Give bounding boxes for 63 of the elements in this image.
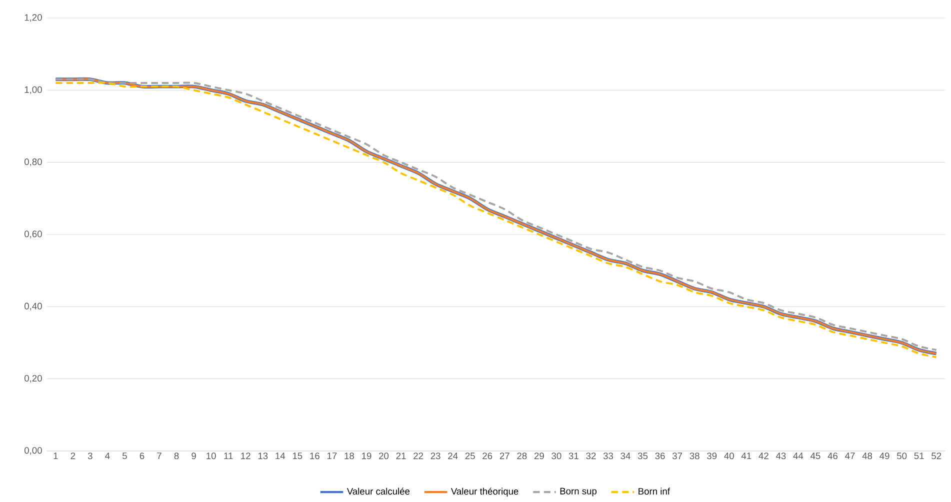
x-tick-label: 9	[192, 452, 196, 460]
x-tick-label: 10	[206, 452, 216, 460]
x-tick-label: 27	[500, 452, 510, 460]
x-tick-label: 51	[914, 452, 924, 460]
x-tick-label: 47	[845, 452, 855, 460]
x-tick-label: 4	[105, 452, 110, 460]
x-tick-label: 19	[362, 452, 372, 460]
x-tick-label: 6	[140, 452, 144, 460]
x-tick-label: 18	[344, 452, 354, 460]
legend-label: Born inf	[638, 488, 670, 495]
y-tick-label: 0,20	[24, 374, 42, 383]
x-tick-label: 52	[932, 452, 942, 460]
x-tick-label: 17	[327, 452, 337, 460]
x-tick-label: 41	[741, 452, 752, 460]
x-tick-label: 45	[810, 452, 820, 460]
x-tick-label: 39	[707, 452, 717, 460]
x-tick-label: 14	[276, 452, 286, 460]
x-tick-label: 29	[534, 452, 544, 460]
x-tick-label: 11	[224, 452, 233, 460]
y-tick-label: 0,60	[24, 230, 42, 238]
x-tick-label: 38	[690, 452, 700, 460]
x-tick-label: 40	[724, 452, 734, 460]
x-tick-label: 36	[655, 452, 665, 460]
legend-label: Born sup	[560, 488, 597, 496]
x-tick-label: 22	[414, 452, 424, 460]
x-tick-label: 3	[88, 452, 92, 460]
y-tick-label: 0,00	[24, 447, 42, 455]
y-tick-label: 1,20	[24, 14, 42, 22]
x-tick-label: 33	[603, 452, 614, 460]
x-tick-label: 30	[552, 452, 562, 460]
y-tick-label: 1,00	[24, 86, 42, 94]
x-tick-label: 37	[672, 452, 682, 460]
x-tick-label: 20	[379, 452, 389, 460]
x-tick-label: 5	[122, 452, 127, 460]
x-tick-label: 24	[448, 452, 458, 460]
y-tick-label: 0,80	[24, 158, 42, 166]
x-tick-label: 28	[517, 452, 527, 460]
x-tick-label: 32	[586, 452, 596, 460]
x-tick-label: 43	[776, 452, 786, 460]
x-tick-label: 15	[292, 452, 302, 460]
x-tick-label: 8	[174, 452, 179, 460]
legend-label: Valeur calculée	[346, 488, 410, 495]
x-tick-label: 25	[465, 452, 475, 460]
x-tick-label: 44	[793, 452, 804, 460]
x-tick-label: 48	[862, 452, 872, 460]
x-tick-label: 49	[880, 452, 890, 460]
x-tick-label: 35	[638, 452, 648, 460]
x-tick-label: 34	[620, 452, 630, 460]
x-tick-label: 13	[258, 452, 268, 460]
x-tick-label: 1	[54, 452, 58, 460]
y-tick-label: 0,40	[24, 302, 42, 311]
x-tick-label: 46	[828, 452, 838, 460]
x-tick-label: 21	[396, 452, 406, 460]
x-tick-label: 42	[758, 452, 768, 460]
legend-label: Valeur théorique	[450, 488, 518, 496]
x-tick-label: 12	[241, 452, 250, 460]
x-tick-label: 16	[310, 452, 320, 460]
x-tick-label: 2	[70, 452, 76, 460]
x-tick-label: 7	[157, 452, 162, 460]
x-tick-label: 26	[482, 452, 492, 460]
x-tick-label: 31	[568, 452, 578, 460]
x-tick-label: 50	[897, 452, 907, 460]
x-tick-label: 23	[430, 452, 440, 460]
